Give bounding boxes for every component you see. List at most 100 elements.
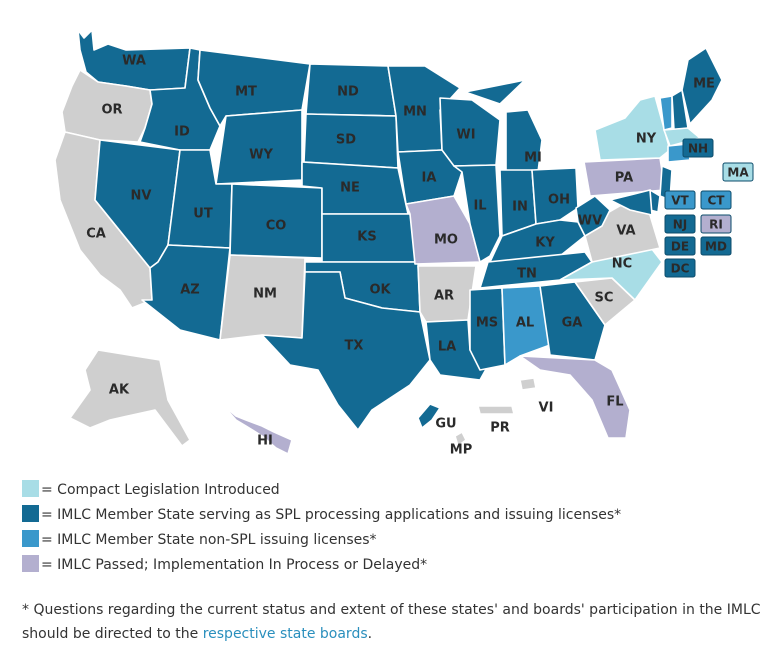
- state-label-vi: VI: [539, 401, 554, 416]
- small-state-box-dc: DC: [664, 258, 696, 278]
- state-ga: [539, 281, 606, 361]
- state-label-ia: IA: [422, 171, 437, 186]
- state-label-ak: AK: [109, 383, 130, 398]
- state-label-nc: NC: [612, 257, 632, 272]
- legend-item-member-non-spl: = IMLC Member State non-SPL issuing lice…: [22, 528, 762, 553]
- state-labels: WA OR CA ID NV MT WY UT AZ CO NM ND SD NE KS OK TX MN IA MO…: [86, 54, 715, 458]
- legend-swatch-introduced: [22, 480, 39, 497]
- legend-item-member-spl: = IMLC Member State serving as SPL proce…: [22, 503, 762, 528]
- state-md: [609, 189, 653, 216]
- state-label-ne: NE: [340, 181, 360, 196]
- state-pr: [477, 405, 515, 415]
- footnote: * Questions regarding the current status…: [22, 598, 767, 646]
- state-label-tx: TX: [345, 339, 364, 354]
- state-ms: [469, 287, 506, 371]
- legend: = Compact Legislation Introduced = IMLC …: [22, 478, 762, 578]
- state-label-oh: OH: [548, 193, 570, 208]
- state-label-il: IL: [473, 199, 486, 214]
- state-gu: [417, 403, 441, 429]
- legend-label: = IMLC Member State non-SPL issuing lice…: [41, 532, 377, 548]
- state-label-ok: OK: [369, 283, 391, 298]
- svg-text:MD: MD: [705, 240, 727, 254]
- state-label-va: VA: [616, 224, 635, 239]
- state-label-in: IN: [512, 200, 528, 215]
- state-label-nv: NV: [131, 189, 152, 204]
- state-mp: [454, 431, 467, 447]
- small-state-box-ma: MA: [722, 162, 754, 182]
- state-label-mo: MO: [434, 233, 458, 248]
- state-il: [453, 164, 501, 263]
- state-label-wi: WI: [456, 128, 475, 143]
- state-me: [681, 47, 723, 125]
- state-label-gu: GU: [435, 417, 456, 432]
- svg-text:VT: VT: [671, 194, 689, 208]
- state-label-me: ME: [693, 77, 715, 92]
- state-label-ks: KS: [357, 230, 376, 245]
- state-label-hi: HI: [257, 434, 273, 449]
- legend-swatch-passed: [22, 555, 39, 572]
- svg-text:CT: CT: [708, 194, 726, 208]
- state-label-ms: MS: [476, 316, 498, 331]
- footnote-end: .: [367, 626, 373, 642]
- state-ia: [397, 149, 463, 205]
- state-vt: [659, 95, 673, 131]
- state-label-ut: UT: [193, 207, 213, 222]
- state-oh: [531, 167, 579, 225]
- state-label-mp: MP: [450, 443, 472, 458]
- state-hi: [221, 403, 293, 455]
- legend-label: = IMLC Member State serving as SPL proce…: [41, 507, 622, 523]
- state-al: [501, 285, 551, 366]
- state-label-al: AL: [516, 316, 534, 331]
- state-ak: [69, 349, 191, 447]
- state-label-pa: PA: [615, 171, 633, 186]
- state-ny: [594, 95, 671, 161]
- svg-text:NJ: NJ: [673, 218, 688, 232]
- state-label-pr: PR: [490, 421, 510, 436]
- legend-label: = IMLC Passed; Implementation In Process…: [41, 557, 428, 573]
- state-label-nd: ND: [337, 85, 359, 100]
- respective-state-boards-link[interactable]: respective state boards: [202, 626, 368, 642]
- state-fl: [519, 355, 631, 439]
- state-la: [425, 319, 491, 381]
- state-label-or: OR: [101, 103, 122, 118]
- legend-label: = Compact Legislation Introduced: [41, 482, 280, 498]
- small-state-box-vt: VT: [664, 190, 696, 210]
- state-label-fl: FL: [606, 395, 623, 410]
- state-label-ny: NY: [636, 132, 657, 147]
- state-label-ar: AR: [434, 289, 454, 304]
- small-state-box-de: DE: [664, 236, 696, 256]
- state-label-ky: KY: [535, 236, 555, 251]
- state-label-wy: WY: [249, 148, 273, 163]
- svg-text:NH: NH: [688, 142, 708, 156]
- state-label-ca: CA: [86, 227, 106, 242]
- state-label-az: AZ: [180, 283, 200, 298]
- svg-text:MA: MA: [727, 166, 749, 180]
- state-label-wv: WV: [578, 214, 602, 229]
- state-label-id: ID: [174, 125, 190, 140]
- footnote-text: * Questions regarding the current status…: [22, 602, 761, 642]
- state-label-nm: NM: [253, 287, 277, 302]
- state-label-co: CO: [266, 219, 287, 234]
- small-state-box-nh: NH: [682, 138, 714, 158]
- state-label-tn: TN: [517, 267, 537, 282]
- state-label-mt: MT: [235, 85, 257, 100]
- us-states-map: WA OR CA ID NV MT WY UT AZ CO NM ND SD NE KS OK TX MN IA MO…: [54, 29, 754, 458]
- small-state-box-nj: NJ: [664, 214, 696, 234]
- state-label-ga: GA: [562, 316, 583, 331]
- state-or: [61, 69, 153, 143]
- small-state-box-ri: RI: [700, 214, 732, 234]
- svg-text:DE: DE: [671, 240, 689, 254]
- legend-swatch-member-spl: [22, 505, 39, 522]
- svg-text:DC: DC: [671, 262, 690, 276]
- state-label-sd: SD: [336, 133, 356, 148]
- legend-item-introduced: = Compact Legislation Introduced: [22, 478, 762, 503]
- legend-item-passed: = IMLC Passed; Implementation In Process…: [22, 553, 762, 578]
- state-vi: [519, 377, 537, 391]
- state-tx: [261, 271, 431, 431]
- state-label-mn: MN: [403, 105, 427, 120]
- state-mi: [464, 79, 543, 173]
- state-label-mi: MI: [524, 151, 542, 166]
- svg-text:RI: RI: [709, 218, 723, 232]
- state-ma: [663, 127, 701, 147]
- state-label-wa: WA: [122, 54, 146, 69]
